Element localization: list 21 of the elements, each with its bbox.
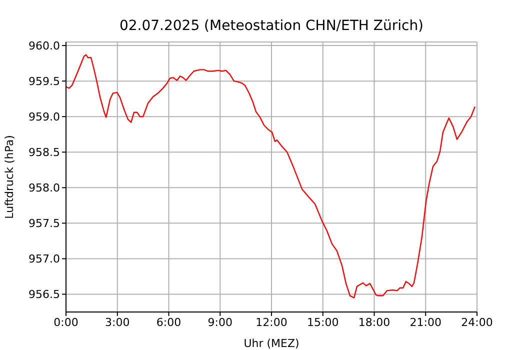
y-axis-title: Luftdruck (hPa) xyxy=(2,135,16,219)
x-tick-label: 15:00 xyxy=(307,316,339,329)
y-tick-label: 958.0 xyxy=(28,182,60,195)
x-tick-label: 3:00 xyxy=(105,316,130,329)
y-tick-label: 956.5 xyxy=(28,288,60,302)
y-tick-label: 957.0 xyxy=(28,252,60,266)
y-tick-label: 959.5 xyxy=(28,74,60,88)
x-tick-label: 0:00 xyxy=(54,316,78,329)
x-tick-label: 21:00 xyxy=(410,316,442,329)
y-tick-label: 957.5 xyxy=(28,217,60,230)
x-axis-title: Uhr (MEZ) xyxy=(244,337,300,350)
y-tick-label: 960.0 xyxy=(28,39,60,52)
line-series xyxy=(66,54,476,298)
chart-title: 02.07.2025 (Meteostation CHN/ETH Zürich) xyxy=(118,18,425,34)
x-tick-label: 9:00 xyxy=(208,316,232,329)
x-tick-label: 12:00 xyxy=(256,316,288,329)
x-tick-label: 6:00 xyxy=(156,316,182,329)
y-tick-label: 959.0 xyxy=(28,110,60,124)
y-tick-label: 958.5 xyxy=(28,146,60,160)
x-tick-label: 18:00 xyxy=(358,316,390,329)
x-tick-label: 24:00 xyxy=(461,316,493,329)
